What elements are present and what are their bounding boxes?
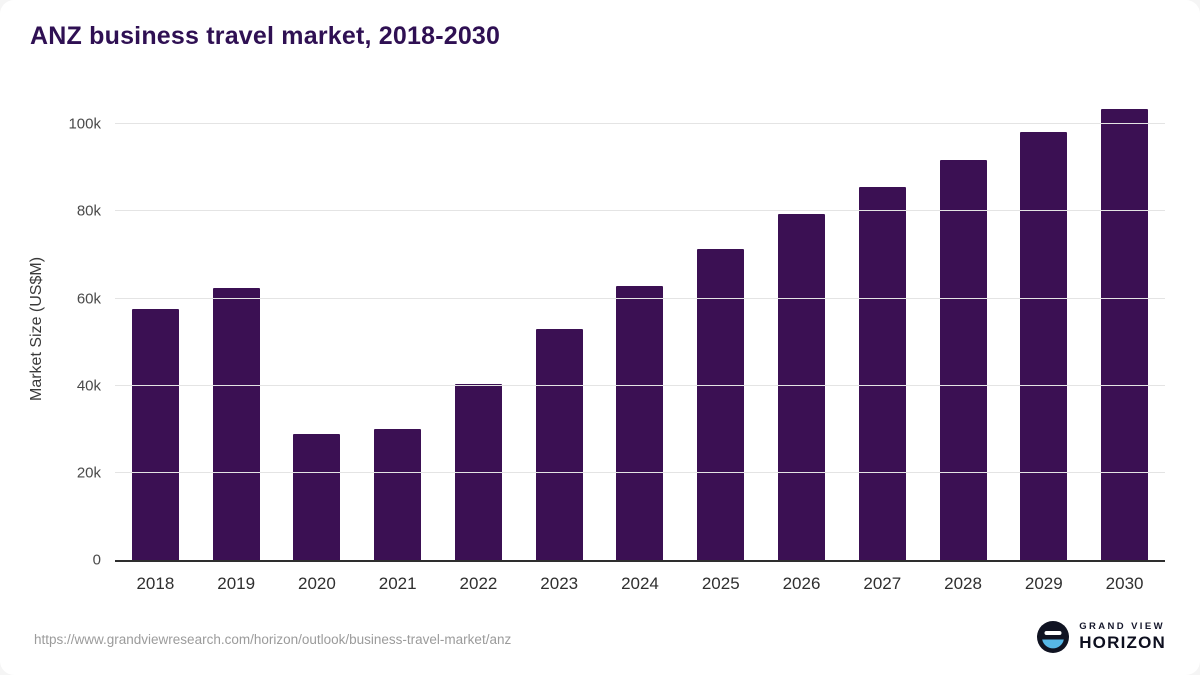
bar-2029 bbox=[1020, 132, 1068, 560]
bar-slot bbox=[923, 98, 1004, 560]
y-tick-label: 60k bbox=[76, 290, 101, 307]
x-tick-label: 2023 bbox=[540, 574, 579, 593]
bar-slot bbox=[600, 98, 681, 560]
bar-slot bbox=[438, 98, 519, 560]
bar-slot bbox=[680, 98, 761, 560]
horizon-logo-icon bbox=[1037, 621, 1070, 653]
y-tick-label: 0 bbox=[92, 551, 101, 569]
bar-2023 bbox=[535, 328, 583, 560]
bar-2026 bbox=[778, 214, 825, 560]
x-tick-label: 2022 bbox=[459, 574, 498, 593]
x-tick-label: 2027 bbox=[863, 574, 902, 593]
bar-slot bbox=[1003, 98, 1084, 560]
x-tick-label: 2021 bbox=[378, 574, 417, 593]
bars bbox=[115, 98, 1165, 560]
y-tick-label: 20k bbox=[76, 464, 101, 482]
logo-line2: HORIZON bbox=[1079, 632, 1166, 652]
gridline bbox=[115, 210, 1165, 212]
bar-slot bbox=[761, 98, 842, 560]
x-axis-labels: 2018 2019 2020 2021 2022 2023 2024 2025 2026 2027… bbox=[115, 562, 1165, 594]
gridline bbox=[115, 123, 1165, 125]
x-tick-label: 2028 bbox=[944, 574, 982, 593]
bar-2027 bbox=[858, 187, 906, 560]
y-tick-label: 80k bbox=[76, 202, 101, 220]
brand-logo: GRAND VIEW HORIZON bbox=[1036, 620, 1166, 654]
gridline bbox=[115, 297, 1165, 299]
chart-title: ANZ business travel market, 2018-2030 bbox=[30, 22, 501, 50]
bar-slot bbox=[1084, 98, 1165, 560]
gridline bbox=[115, 384, 1165, 386]
bar-2018 bbox=[131, 308, 179, 560]
y-axis-title: Market Size (US$M) bbox=[28, 256, 45, 402]
x-tick-label: 2025 bbox=[701, 574, 740, 593]
bar-2028 bbox=[939, 160, 987, 560]
bar-2019 bbox=[212, 287, 260, 560]
bar-slot bbox=[842, 98, 923, 560]
bar-2025 bbox=[697, 248, 745, 560]
bar-slot bbox=[277, 98, 358, 560]
bar-slot bbox=[519, 98, 600, 560]
x-tick-label: 2026 bbox=[782, 574, 821, 593]
bar-2024 bbox=[616, 286, 664, 560]
source-url: https://www.grandviewresearch.com/horizo… bbox=[34, 632, 512, 647]
gridline bbox=[115, 471, 1165, 473]
x-tick-label: 2029 bbox=[1024, 574, 1063, 593]
bar-slot bbox=[357, 98, 438, 560]
y-tick-label: 100k bbox=[68, 115, 101, 133]
bar-slot bbox=[196, 98, 277, 560]
logo-line1: GRAND VIEW bbox=[1079, 620, 1165, 632]
bar-slot bbox=[115, 98, 196, 560]
bar-2030 bbox=[1101, 108, 1149, 560]
x-tick-label: 2018 bbox=[136, 574, 175, 593]
bar-2021 bbox=[374, 428, 422, 560]
x-tick-label: 2020 bbox=[298, 574, 336, 593]
bar-2020 bbox=[293, 434, 341, 560]
x-tick-label: 2030 bbox=[1105, 574, 1144, 593]
plot-area: 0 20k 40k 60k 80k 100k bbox=[68, 98, 1165, 569]
y-tick-label: 40k bbox=[76, 377, 101, 395]
logo-text: GRAND VIEW HORIZON bbox=[1079, 620, 1166, 652]
x-tick-label: 2019 bbox=[217, 574, 256, 593]
x-tick-label: 2024 bbox=[621, 574, 659, 593]
